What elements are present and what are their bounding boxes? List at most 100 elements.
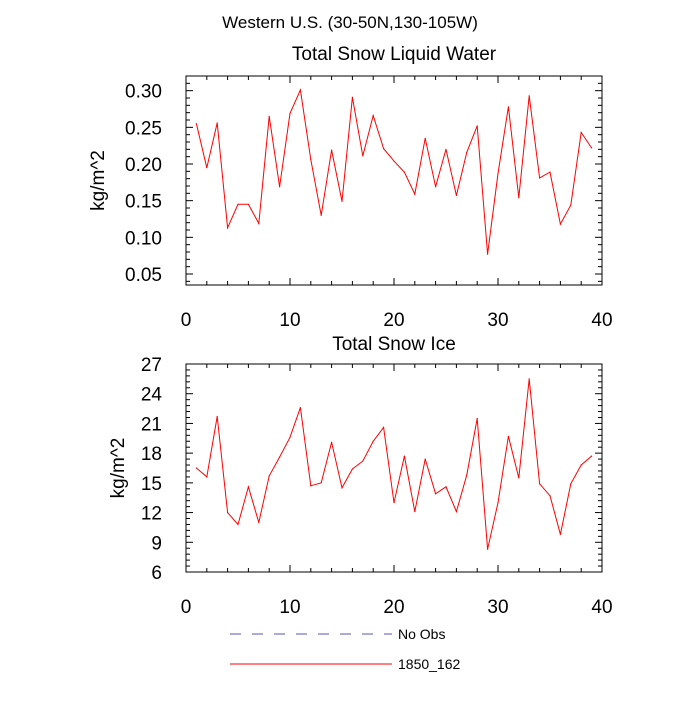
chart-title: Total Snow Ice <box>332 334 456 355</box>
x-tick-label: 40 <box>591 597 612 618</box>
y-tick-label: 9 <box>151 533 162 554</box>
x-tick-label: 30 <box>487 310 508 331</box>
data-point <box>476 125 478 127</box>
y-tick-label: 0.05 <box>125 265 162 286</box>
plot-frame <box>185 75 603 286</box>
data-point <box>507 435 509 437</box>
y-tick-label: 15 <box>141 474 162 495</box>
data-point <box>559 223 562 225</box>
data-point <box>331 441 333 443</box>
data-point <box>435 493 437 495</box>
data-point <box>580 131 582 134</box>
y-tick-label: 12 <box>141 504 162 525</box>
data-point <box>539 177 541 179</box>
data-point <box>528 378 530 380</box>
series-line-1850_162 <box>195 88 593 255</box>
data-point <box>445 148 447 150</box>
data-point <box>466 474 468 476</box>
y-tick-label: 0.10 <box>125 228 162 249</box>
y-tick-label: 0.30 <box>125 82 162 103</box>
data-point <box>528 95 530 97</box>
data-point <box>206 476 208 478</box>
x-tick-label: 20 <box>383 310 404 331</box>
legend-label: No Obs <box>398 626 445 642</box>
x-tick-label: 0 <box>181 310 192 331</box>
data-point <box>195 467 197 469</box>
data-point <box>424 458 426 460</box>
x-tick-label: 10 <box>279 310 300 331</box>
y-tick-label: 18 <box>141 444 162 465</box>
y-tick-label: 0.20 <box>125 155 162 176</box>
data-point <box>580 464 582 466</box>
chart-panel-2: Total Snow Ice kg/m^2 0 10 20 30 40 6 9 12 15 18 21 2… <box>108 334 613 618</box>
x-tick-label: 0 <box>181 597 192 618</box>
data-point <box>258 521 260 524</box>
y-tick-label: 27 <box>141 355 162 376</box>
chart-title: Total Snow Liquid Water <box>292 44 497 65</box>
data-point <box>237 523 239 526</box>
data-point <box>591 455 593 457</box>
data-point <box>195 123 197 125</box>
chart-panel-1: Total Snow Liquid Water kg/m^2 0 10 20 30 40 0.… <box>88 44 613 331</box>
data-point <box>435 186 437 188</box>
data-point <box>383 148 385 150</box>
figure-title: Western U.S. (30-50N,130-105W) <box>222 13 478 32</box>
legend: No Obs 1850_162 <box>230 626 461 672</box>
data-point <box>383 426 385 428</box>
data-point <box>403 455 405 457</box>
data-point <box>497 502 499 504</box>
x-tick-label: 40 <box>591 310 612 331</box>
data-point <box>403 171 405 173</box>
x-tick-label: 10 <box>279 597 300 618</box>
data-point <box>507 106 509 108</box>
data-point <box>299 406 301 409</box>
data-point <box>455 510 457 513</box>
data-point <box>227 511 229 514</box>
data-point <box>549 171 551 173</box>
data-point <box>559 533 562 535</box>
data-point <box>487 253 489 255</box>
data-point <box>310 485 312 487</box>
data-point <box>476 417 478 420</box>
data-point <box>227 227 229 229</box>
data-point <box>237 203 239 205</box>
data-point <box>487 548 489 550</box>
data-point <box>570 204 572 206</box>
data-point <box>570 483 572 485</box>
data-point <box>320 482 322 484</box>
data-point <box>299 89 301 91</box>
y-tick-label: 0.25 <box>125 118 162 139</box>
plot-frame <box>185 363 603 573</box>
data-point <box>466 151 468 153</box>
data-point <box>351 96 353 98</box>
data-point <box>216 122 218 124</box>
data-point <box>455 194 457 197</box>
data-point <box>362 460 364 462</box>
data-point <box>279 186 281 188</box>
data-point <box>393 502 395 504</box>
y-axis-label: kg/m^2 <box>108 438 129 499</box>
data-point <box>351 468 353 470</box>
data-point <box>445 486 447 488</box>
data-point <box>341 200 343 202</box>
data-point <box>424 137 426 139</box>
data-point <box>518 477 520 479</box>
data-point <box>247 486 249 488</box>
data-point <box>518 197 520 199</box>
data-point <box>341 487 343 489</box>
data-point <box>258 222 260 224</box>
y-tick-label: 6 <box>151 563 162 584</box>
data-point <box>247 203 249 205</box>
data-point <box>414 193 416 195</box>
data-point <box>414 510 416 513</box>
data-point <box>289 112 291 114</box>
y-tick-label: 24 <box>141 385 163 406</box>
data-point <box>268 115 270 117</box>
data-point <box>372 440 374 442</box>
data-point <box>216 415 218 418</box>
y-axis-label: kg/m^2 <box>88 150 109 211</box>
data-point <box>362 155 364 157</box>
data-point <box>393 160 395 162</box>
data-point <box>372 115 374 117</box>
